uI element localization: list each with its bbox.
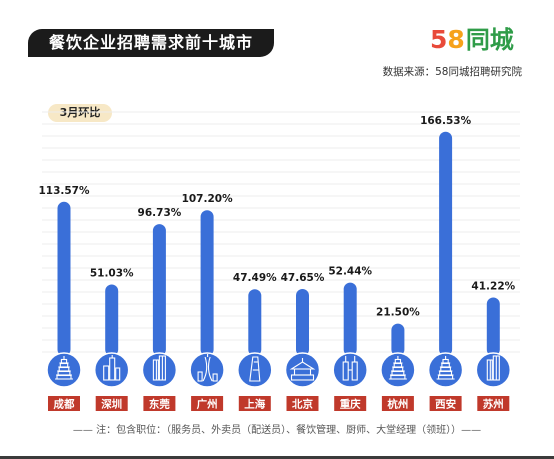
pagoda-icon — [380, 352, 416, 388]
bar-6 — [343, 282, 357, 356]
bar-8 — [439, 131, 453, 356]
city-label-0: 成都 — [48, 396, 80, 411]
twin-towers-icon — [332, 352, 368, 388]
city-labels: 成都 深圳 东莞 广州 上海 北京 重庆 杭州 西安 苏州 — [48, 396, 510, 411]
bars — [57, 131, 500, 356]
bar-2 — [152, 224, 166, 356]
city-name-6: 重庆 — [340, 398, 361, 411]
bar-3 — [200, 210, 214, 356]
bar-0 — [57, 201, 71, 356]
city-label-2: 东莞 — [143, 396, 176, 411]
bar-5 — [296, 288, 309, 356]
logo-digit-5: 5 — [430, 25, 448, 54]
data-label-0: 113.57% — [38, 185, 90, 197]
pagoda-icon — [427, 352, 464, 388]
city-name-1: 深圳 — [101, 398, 122, 411]
bar-4 — [248, 289, 262, 356]
bar-7 — [391, 323, 405, 356]
data-label-8: 166.53% — [420, 115, 472, 127]
city-label-5: 北京 — [286, 396, 319, 411]
city-name-7: 杭州 — [387, 398, 408, 411]
shanghai-tower-icon — [237, 352, 273, 388]
city-name-8: 西安 — [435, 398, 456, 411]
data-label-5: 47.65% — [281, 272, 325, 284]
data-labels: 113.57% 51.03% 96.73%107.20% 47.49% 47.65%52… — [38, 115, 515, 319]
city-name-9: 苏州 — [483, 398, 504, 411]
footnote: —— 注：包含职位：（服务员、外卖员（配送员）、餐饮管理、厨师、大堂经理（领班）… — [72, 425, 482, 436]
chart-title: 餐饮企业招聘需求前十城市 — [28, 29, 274, 57]
city-name-4: 上海 — [244, 398, 265, 411]
city-label-9: 苏州 — [477, 396, 510, 411]
bar-9 — [486, 297, 500, 356]
city-label-7: 杭州 — [381, 396, 414, 411]
city-icons — [46, 352, 512, 388]
data-label-4: 47.49% — [233, 272, 277, 284]
city-name-2: 东莞 — [149, 398, 170, 411]
skyscraper-icon — [93, 352, 130, 388]
logo-digit-8: 8 — [447, 25, 465, 54]
data-label-3: 107.20% — [182, 193, 234, 205]
pagoda-icon — [46, 352, 82, 388]
brand-logo: 58同城 — [430, 23, 514, 57]
canton-tower-icon — [189, 352, 225, 388]
city-label-1: 深圳 — [95, 396, 128, 411]
data-label-1: 51.03% — [90, 268, 134, 280]
bar-1 — [105, 284, 119, 356]
data-label-7: 21.50% — [376, 307, 420, 319]
bottom-rule — [0, 456, 554, 459]
city-name-5: 北京 — [292, 398, 313, 411]
city-name-3: 广州 — [197, 398, 218, 411]
tower-icon — [141, 352, 178, 388]
city-label-3: 广州 — [191, 396, 224, 411]
city-label-8: 西安 — [429, 396, 462, 411]
data-label-6: 52.44% — [328, 266, 372, 278]
tower-icon — [475, 352, 512, 388]
logo-text: 同城 — [465, 26, 514, 54]
data-source: 数据来源：58同城招聘研究院 — [382, 66, 522, 78]
city-label-6: 重庆 — [334, 396, 367, 411]
city-name-0: 成都 — [54, 398, 75, 411]
data-label-2: 96.73% — [138, 207, 182, 219]
data-label-9: 41.22% — [471, 280, 515, 292]
temple-icon — [284, 352, 321, 388]
city-label-4: 上海 — [238, 396, 271, 411]
